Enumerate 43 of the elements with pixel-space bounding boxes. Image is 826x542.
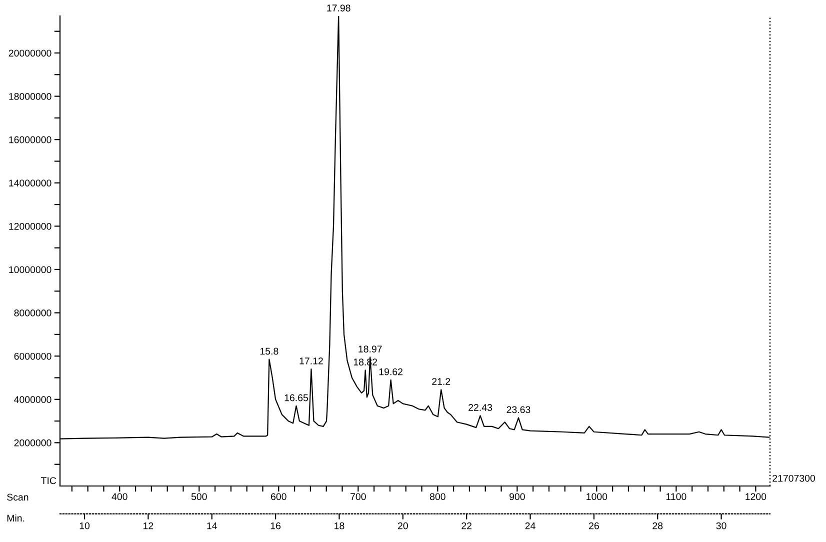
x-tick-label: 18 (334, 522, 344, 530)
x2-tick-label: 700 (350, 493, 366, 500)
y-tick-label: 8000000 (14, 310, 52, 316)
annotation: 22.43 (468, 404, 492, 411)
annotation: 15.8 (260, 348, 278, 355)
x2-tick-label: 800 (430, 493, 446, 500)
x-tick-label: 26 (589, 522, 599, 530)
annotation: 17.12 (300, 357, 323, 364)
x-tick-label: 28 (652, 522, 663, 530)
x2-tick-label: 1200 (746, 493, 766, 500)
x2-tick-label: 1100 (666, 493, 686, 500)
y-tick-label: 2000000 (14, 439, 52, 446)
x-tick-label: 16 (270, 522, 281, 530)
x2-axis-title: Scan (7, 494, 28, 501)
y-tick-label: 4000000 (14, 396, 52, 404)
x2-tick-label: 900 (510, 493, 525, 500)
y-tick-label: 6000000 (14, 352, 52, 360)
annotation: 21.2 (432, 378, 450, 385)
x-tick-label: 20 (398, 522, 408, 530)
annotation: 18.97 (358, 346, 382, 352)
x-tick-label: 12 (144, 522, 154, 530)
y-tick-label: 14000000 (9, 180, 52, 186)
y-axis-title: TIC (41, 477, 56, 484)
x-tick-label: 14 (207, 522, 217, 530)
annotation: 16.65 (284, 394, 308, 402)
x2-tick-label: 600 (271, 493, 286, 500)
y-tick-label: 16000000 (9, 136, 52, 144)
annotation: 23.63 (506, 406, 530, 414)
x-tick-label: 30 (716, 522, 726, 530)
y-tick-label: 20000000 (8, 50, 52, 57)
y-tick-label: 18000000 (9, 93, 52, 100)
x-tick-label: 22 (462, 522, 472, 530)
y-tick-label: 10000000 (9, 266, 52, 274)
x2-tick-label: 500 (191, 493, 207, 500)
text: 21707300 (772, 474, 816, 482)
annotation: 17.98 (327, 4, 350, 12)
y-tick-label: 12000000 (9, 222, 52, 230)
x-axis-title: Min. (7, 514, 24, 522)
x-tick-label: 10 (80, 522, 90, 530)
x-tick-label: 24 (525, 522, 536, 530)
x2-tick-label: 400 (112, 493, 128, 500)
annotation: 19.62 (379, 368, 402, 376)
x2-tick-label: 1000 (586, 493, 608, 500)
